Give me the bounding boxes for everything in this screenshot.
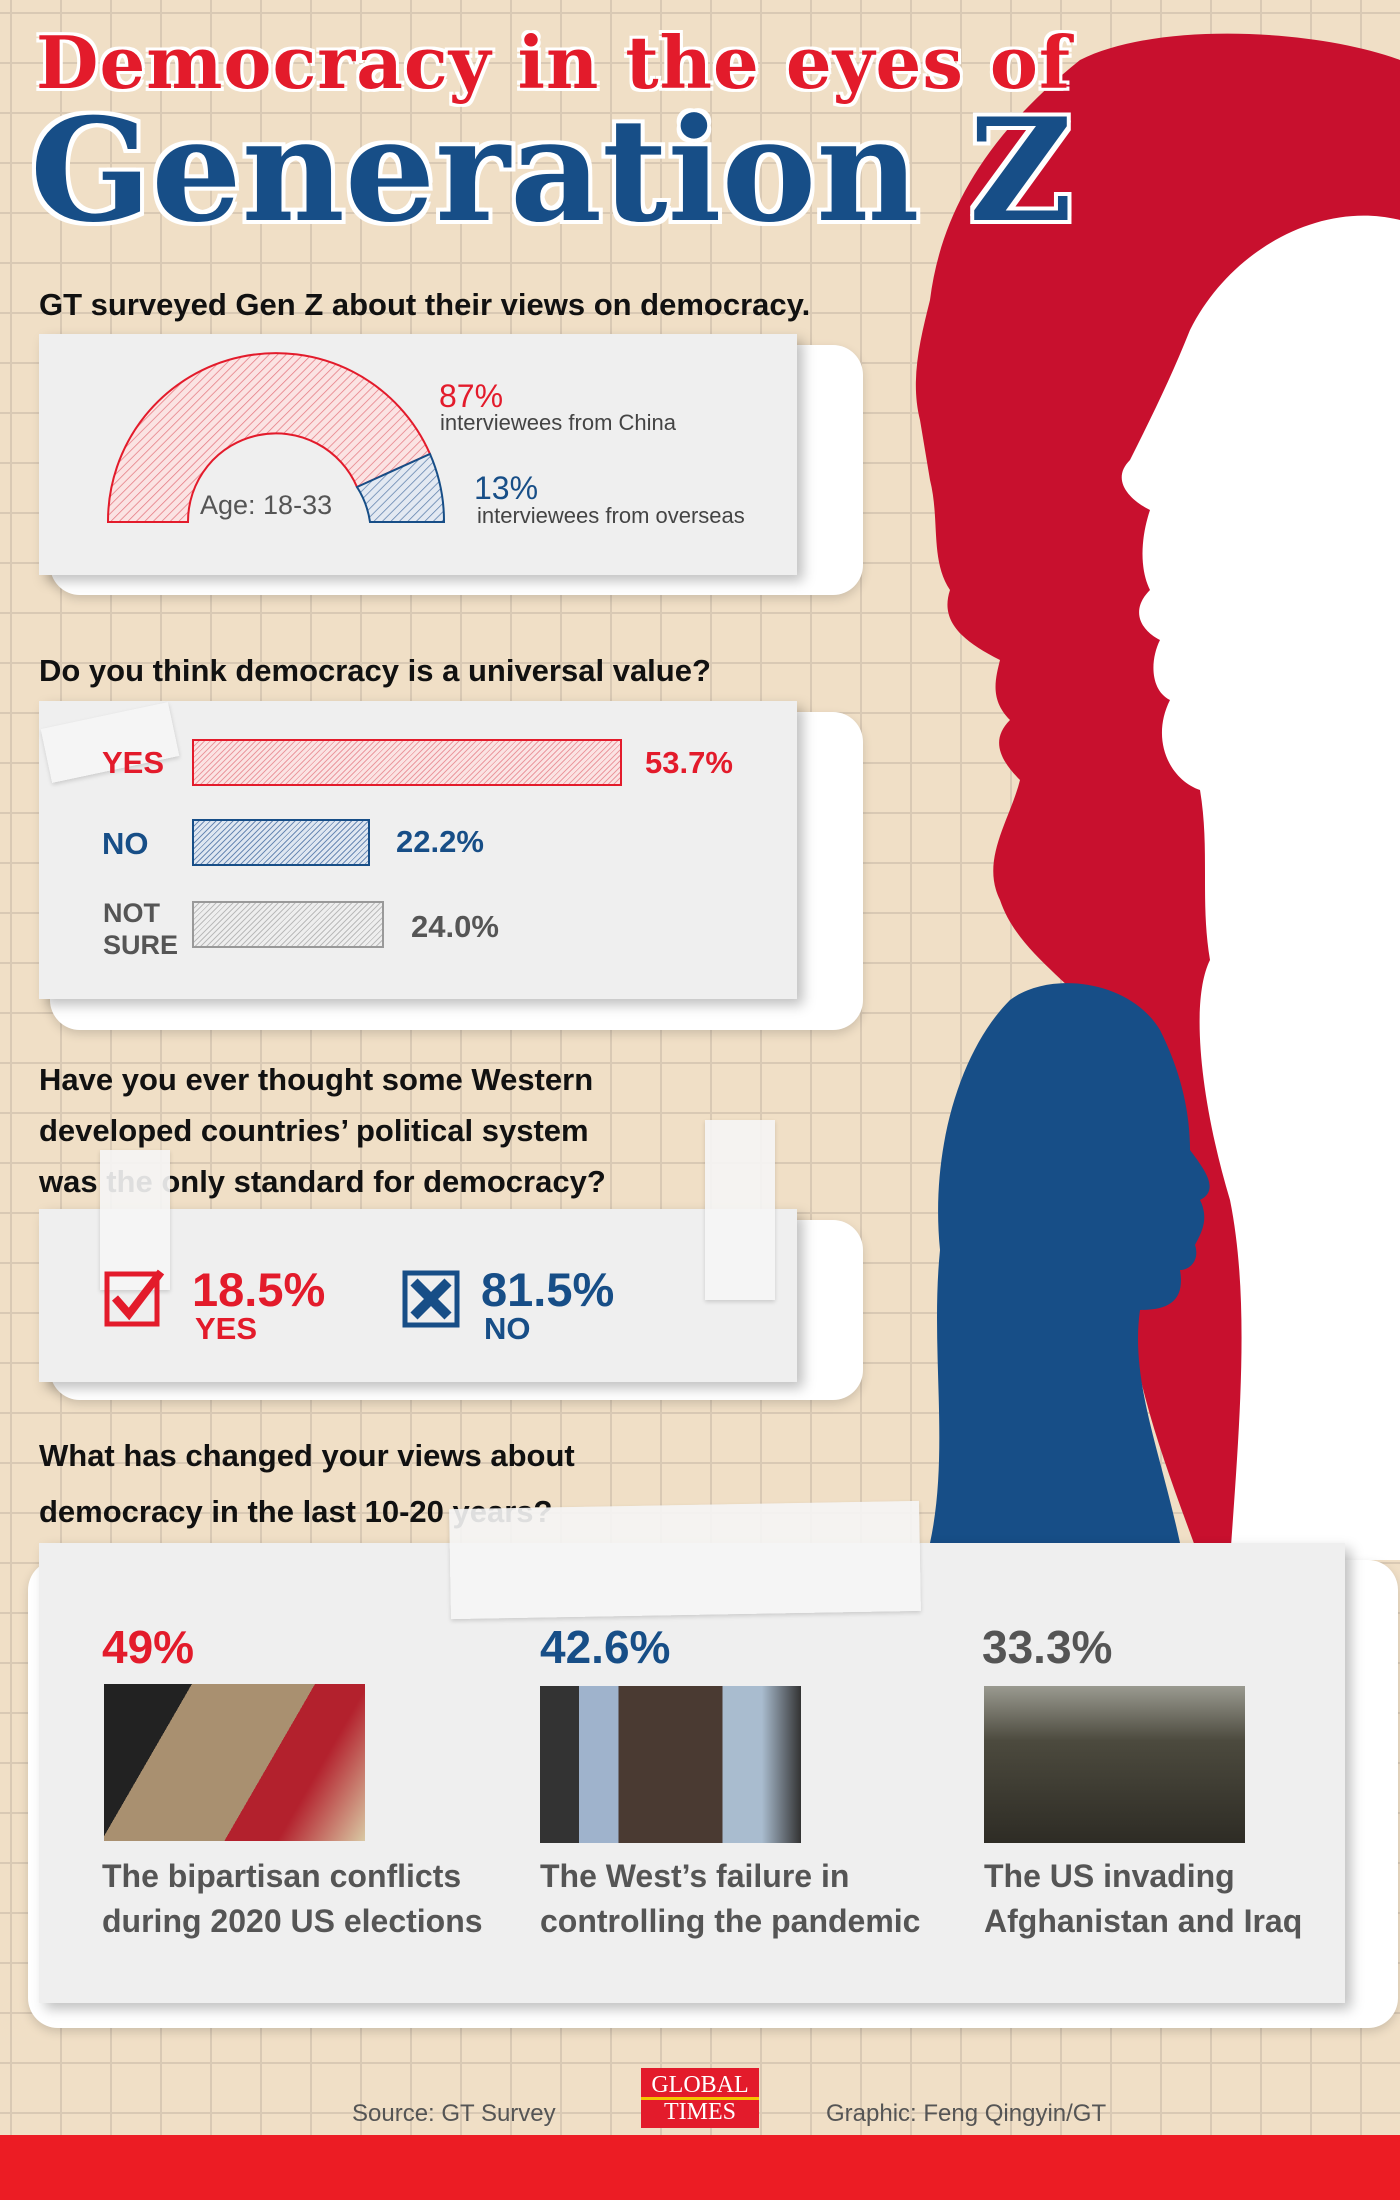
- q1-heading: Do you think democracy is a universal va…: [39, 653, 711, 688]
- q3-item2-caption: The West’s failure in controlling the pan…: [540, 1854, 920, 1944]
- source-credit: Source: GT Survey: [352, 2100, 556, 2127]
- arc-overseas-13: [355, 452, 446, 523]
- q1-notsure-bar: [192, 901, 384, 948]
- overseas-pct: 13%: [474, 470, 539, 506]
- q3-item3-caption: The US invading Afghanistan and Iraq: [984, 1854, 1302, 1944]
- caption-line: Afghanistan and Iraq: [984, 1903, 1303, 1939]
- q2-no-label: NO: [484, 1311, 531, 1346]
- caption-line: controlling the pandemic: [540, 1903, 921, 1939]
- title-line-1: Democracy in the eyes of: [36, 20, 1071, 105]
- elections-photo: [104, 1684, 365, 1841]
- q3-heading: What has changed your views about democr…: [39, 1428, 575, 1540]
- q1-no-label: NO: [102, 826, 149, 861]
- survey-heading: GT surveyed Gen Z about their views on d…: [39, 287, 811, 322]
- q3-item1-caption: The bipartisan conflicts during 2020 US e…: [102, 1854, 483, 1944]
- global-times-logo: GLOBAL TIMES: [641, 2068, 759, 2128]
- q2-no-pct: 81.5%: [481, 1263, 615, 1316]
- arc-china-87: [106, 352, 432, 523]
- graphic-credit: Graphic: Feng Qingyin/GT: [826, 2100, 1107, 2127]
- overseas-label: interviewees from overseas: [477, 503, 745, 528]
- logo-text: TIMES: [641, 2097, 759, 2124]
- q2-yes-label: YES: [195, 1311, 258, 1346]
- tape-decoration: [100, 1150, 170, 1290]
- silhouettes-illustration: [915, 33, 1400, 1560]
- white-profile-silhouette: [1121, 215, 1400, 1560]
- logo-text: GLOBAL: [651, 2072, 749, 2098]
- china-label: interviewees from China: [440, 410, 676, 435]
- china-pct: 87%: [439, 378, 504, 414]
- label-line: NOT: [103, 898, 160, 928]
- tape-decoration: [449, 1500, 921, 1620]
- q1-yes-label: YES: [102, 745, 165, 780]
- q3-item3-pct: 33.3%: [982, 1621, 1113, 1673]
- soldiers-photo: [984, 1686, 1245, 1843]
- pandemic-photo: [540, 1686, 801, 1843]
- caption-line: The US invading: [984, 1858, 1235, 1894]
- q1-no-pct: 22.2%: [396, 824, 484, 859]
- caption-line: during 2020 US elections: [102, 1903, 483, 1939]
- title-line-2: Generation Z: [30, 88, 1073, 254]
- caption-line: The West’s failure in: [540, 1858, 850, 1894]
- q1-yes-bar: [192, 739, 622, 786]
- heading-line: developed countries’ political system: [39, 1113, 589, 1148]
- heading-line: What has changed your views about: [39, 1438, 575, 1473]
- blue-girl-silhouette: [930, 983, 1210, 1543]
- q1-notsure-pct: 24.0%: [411, 909, 499, 944]
- q1-no-bar: [192, 819, 370, 866]
- tape-decoration: [705, 1120, 775, 1300]
- age-label: Age: 18-33: [200, 490, 333, 520]
- caption-line: The bipartisan conflicts: [102, 1858, 462, 1894]
- heading-line: Have you ever thought some Western: [39, 1062, 594, 1097]
- footer-red-band: [0, 2135, 1400, 2200]
- q1-yes-pct: 53.7%: [645, 745, 733, 780]
- q3-item2-pct: 42.6%: [540, 1621, 671, 1673]
- q2-yes-pct: 18.5%: [192, 1263, 326, 1316]
- q3-item1-pct: 49%: [102, 1621, 195, 1673]
- q1-notsure-label: NOT SURE: [103, 897, 178, 961]
- checkbox-checked-icon: [104, 1269, 165, 1327]
- label-line: SURE: [103, 930, 179, 960]
- checkbox-x-icon: [402, 1270, 460, 1328]
- age-semicircle-chart: [106, 352, 446, 523]
